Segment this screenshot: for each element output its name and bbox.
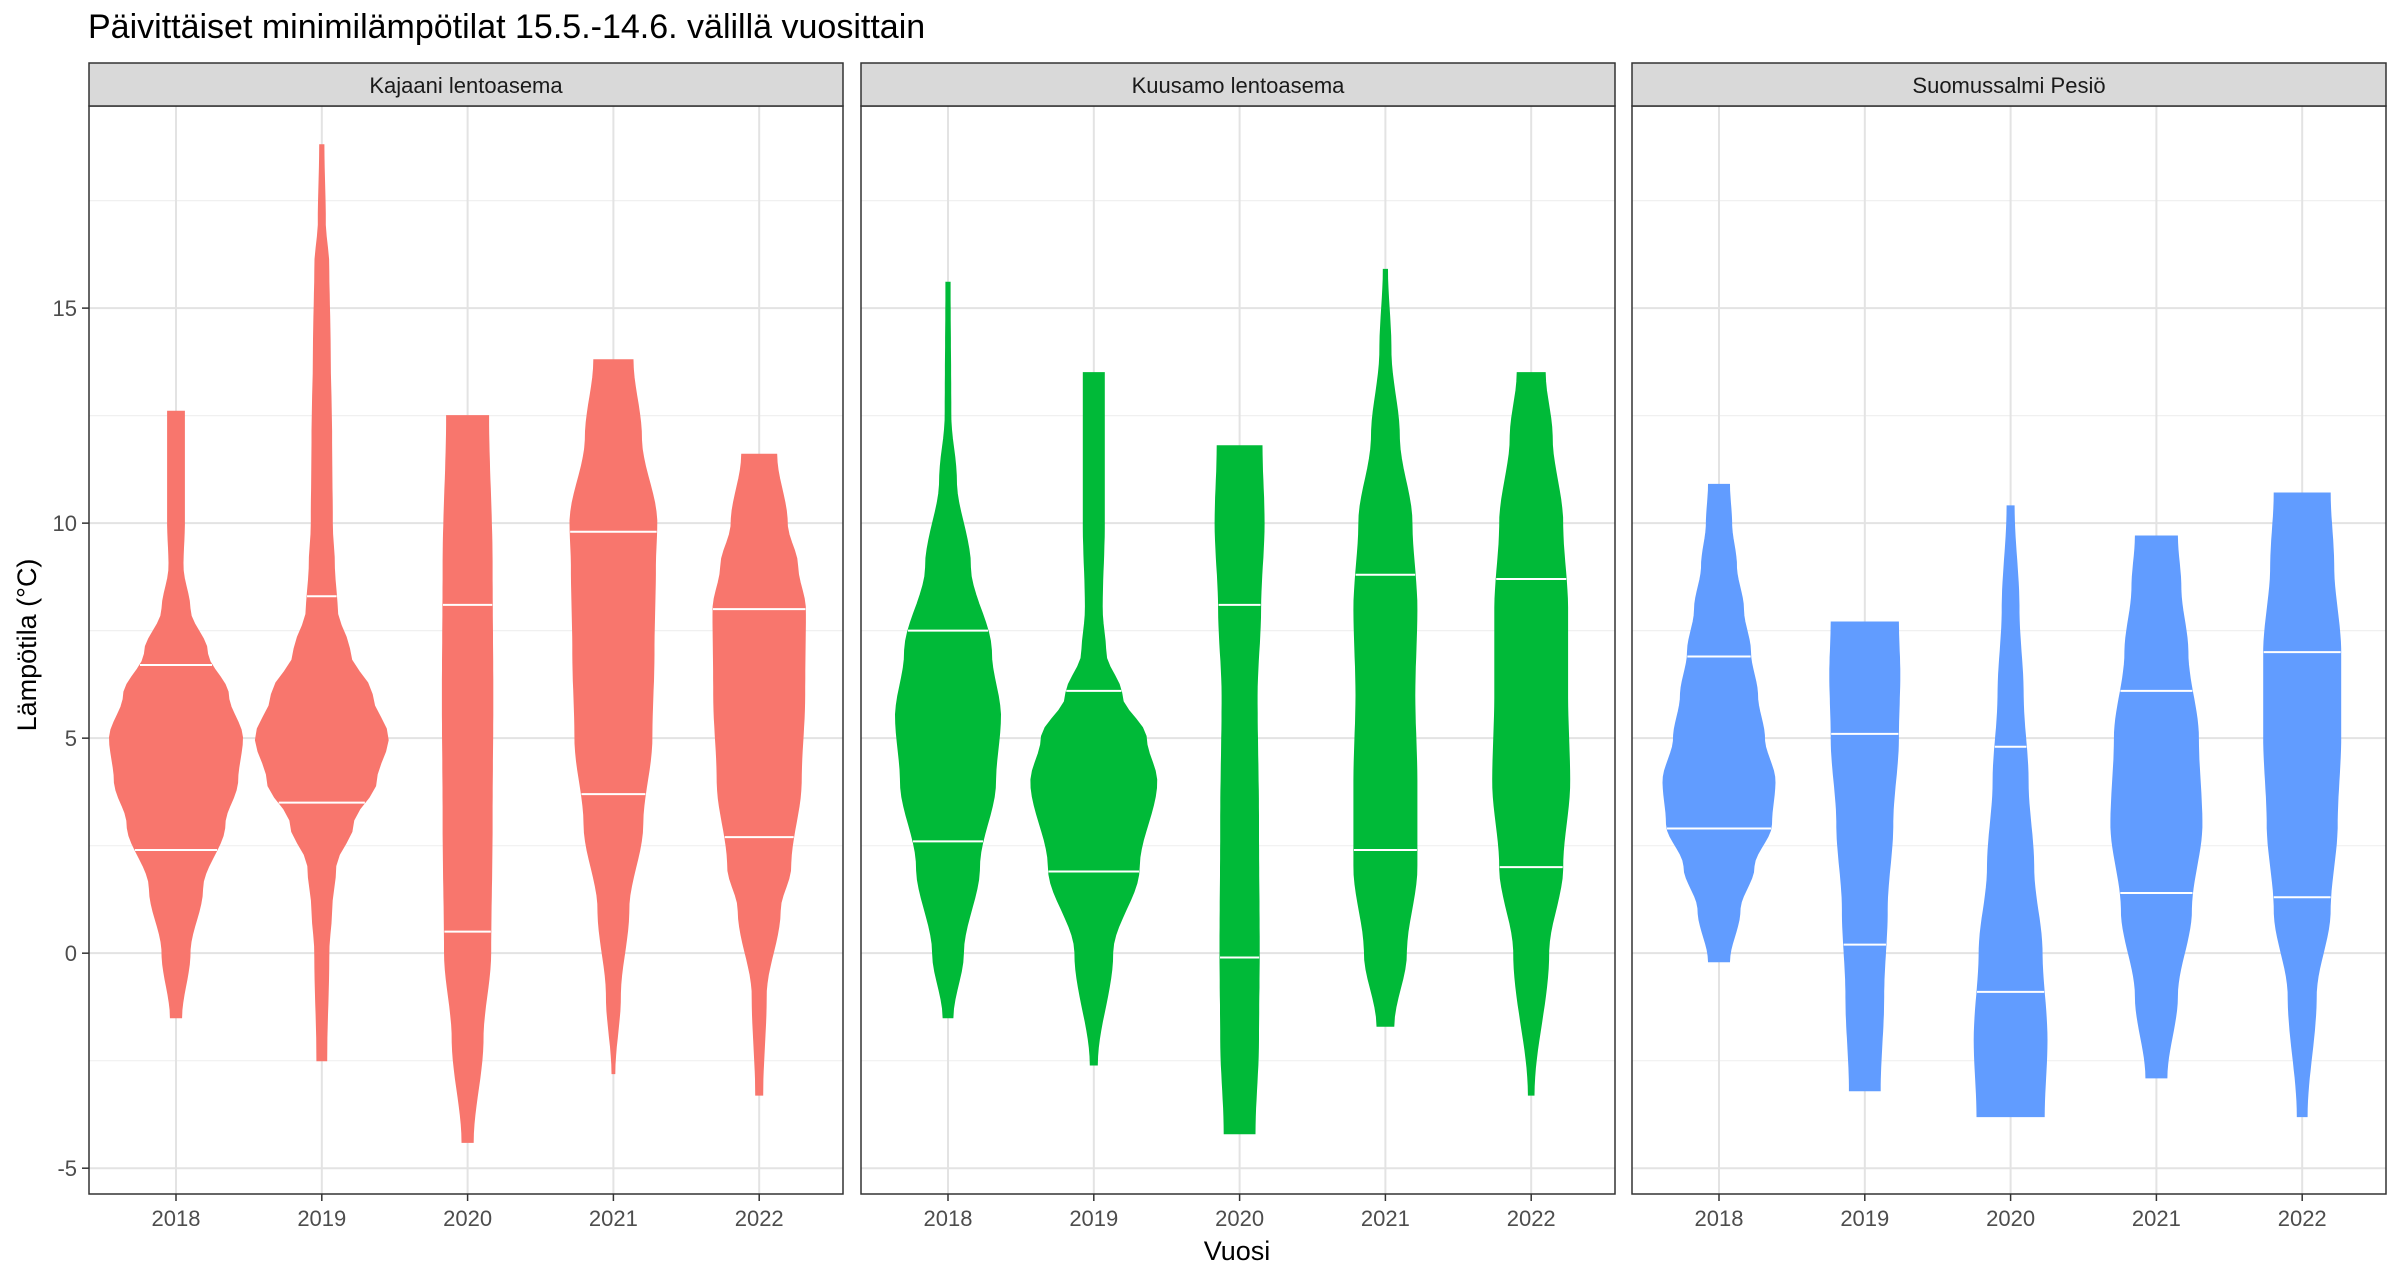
facet-panel: Kajaani lentoasema 2018 2019 2020 2021 2022 bbox=[88, 62, 844, 1231]
y-axis: -5 0 5 10 15 bbox=[53, 296, 89, 1181]
x-tick-label: 2021 bbox=[1361, 1206, 1410, 1231]
x-tick-label: 2018 bbox=[924, 1206, 973, 1231]
x-tick-label: 2018 bbox=[152, 1206, 201, 1231]
violin-2020 bbox=[1214, 445, 1265, 1135]
facet-strip-label: Kuusamo lentoasema bbox=[1132, 73, 1346, 98]
y-tick-label: -5 bbox=[57, 1156, 77, 1181]
x-tick-label: 2019 bbox=[1840, 1206, 1889, 1231]
violin-2021 bbox=[2110, 535, 2203, 1079]
y-tick-label: 0 bbox=[65, 941, 77, 966]
x-tick-label: 2021 bbox=[589, 1206, 638, 1231]
x-axis-title: Vuosi bbox=[1204, 1236, 1271, 1266]
x-tick-label: 2022 bbox=[2278, 1206, 2327, 1231]
violin-2022 bbox=[1492, 372, 1571, 1096]
facet-strip bbox=[860, 62, 1616, 107]
chart-title: Päivittäiset minimilämpötilat 15.5.-14.6… bbox=[88, 8, 926, 46]
violin-2022 bbox=[2263, 492, 2342, 1118]
violin-2018 bbox=[108, 410, 244, 1019]
x-tick-label: 2020 bbox=[1215, 1206, 1264, 1231]
violin-2018 bbox=[894, 281, 1002, 1019]
y-tick-label: 5 bbox=[65, 726, 77, 751]
violin-2020 bbox=[1973, 505, 2048, 1118]
violin-2019 bbox=[254, 144, 389, 1062]
facet-strip bbox=[1631, 62, 2387, 107]
facet-strip-label: Kajaani lentoasema bbox=[369, 73, 563, 98]
violin-2018 bbox=[1662, 483, 1776, 963]
x-tick-label: 2022 bbox=[735, 1206, 784, 1231]
x-tick-label: 2018 bbox=[1695, 1206, 1744, 1231]
violin-2022 bbox=[712, 453, 806, 1096]
violin-2019 bbox=[1030, 372, 1158, 1066]
x-tick-label: 2020 bbox=[1986, 1206, 2035, 1231]
facet-strip-label: Suomussalmi Pesiö bbox=[1912, 73, 2105, 98]
facet-panel: Suomussalmi Pesiö 2018 2019 2020 2021 2022 bbox=[1631, 62, 2387, 1231]
x-tick-label: 2021 bbox=[2132, 1206, 2181, 1231]
violin-2020 bbox=[441, 415, 494, 1143]
y-axis-title: Lämpötila (°C) bbox=[12, 559, 42, 732]
y-tick-label: 15 bbox=[53, 296, 77, 321]
violin-2021 bbox=[1353, 268, 1418, 1027]
facet-strip bbox=[88, 62, 844, 107]
x-tick-label: 2022 bbox=[1507, 1206, 1556, 1231]
x-tick-label: 2020 bbox=[443, 1206, 492, 1231]
violin-2021 bbox=[569, 359, 658, 1075]
x-tick-label: 2019 bbox=[1069, 1206, 1118, 1231]
y-tick-label: 10 bbox=[53, 511, 77, 536]
facet-panel: Kuusamo lentoasema 2018 2019 2020 2021 2022 bbox=[860, 62, 1616, 1231]
violin-2019 bbox=[1829, 621, 1901, 1092]
x-tick-label: 2019 bbox=[297, 1206, 346, 1231]
